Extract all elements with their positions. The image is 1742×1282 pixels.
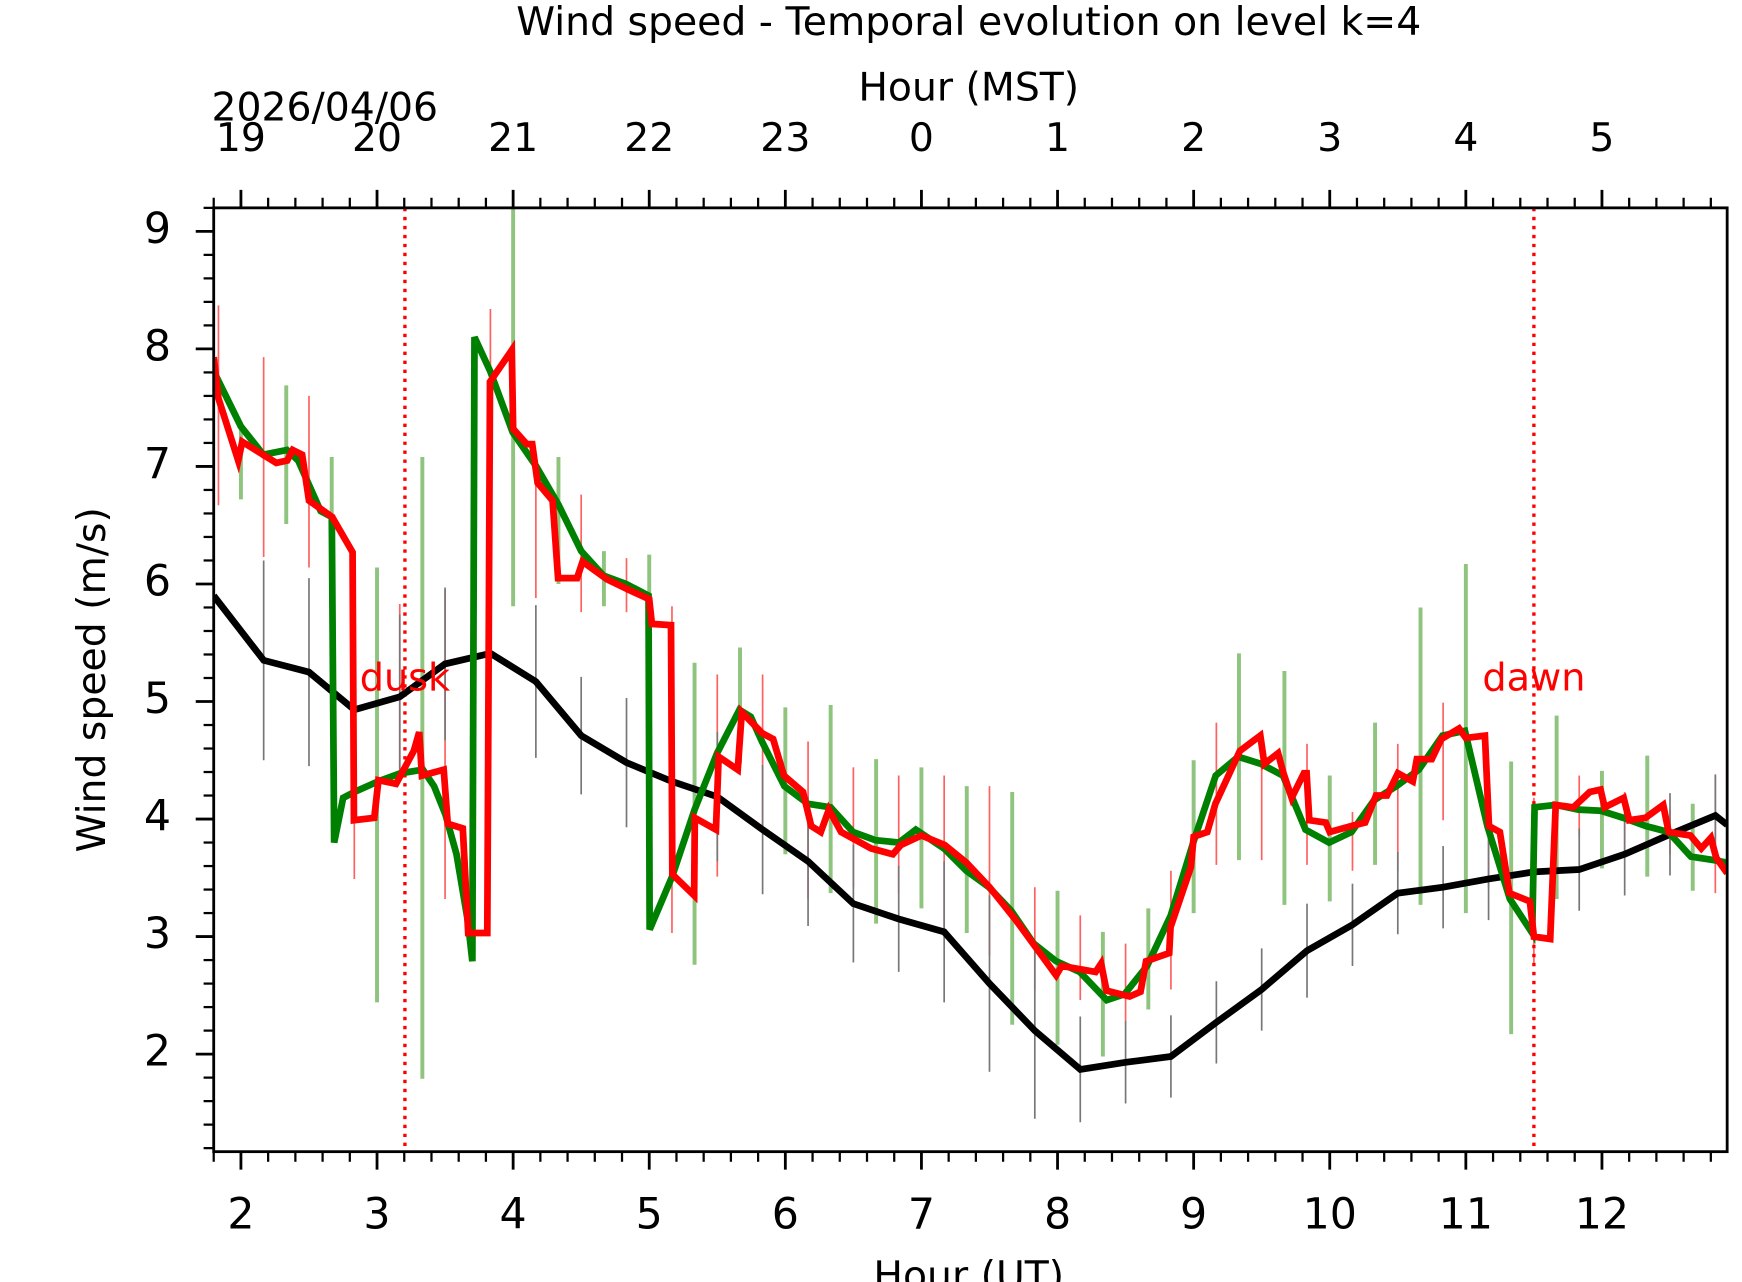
x2-tick-label: 1 — [1045, 116, 1070, 161]
x-tick-label: 8 — [1044, 1189, 1071, 1239]
event-label: dawn — [1482, 656, 1585, 700]
x2-tick-label: 21 — [488, 116, 538, 161]
x2-tick-label: 3 — [1317, 116, 1342, 161]
y-tick-label: 4 — [144, 792, 171, 842]
x2-tick-label: 5 — [1589, 116, 1614, 161]
x-tick-label: 10 — [1303, 1189, 1357, 1239]
series-line — [213, 335, 1728, 1004]
y-tick-label: 8 — [144, 321, 171, 371]
event-label: dusk — [360, 656, 450, 700]
x2-tick-label: 2 — [1181, 116, 1206, 161]
x-tick-label: 4 — [500, 1189, 527, 1239]
x2-tick-label: 22 — [624, 116, 674, 161]
series-line — [213, 339, 1728, 1001]
y-tick-label: 3 — [144, 909, 171, 959]
plot-frame — [212, 206, 1729, 1154]
x-tick-label: 12 — [1575, 1189, 1629, 1239]
x2-axis-label: Hour (MST) — [858, 65, 1079, 110]
x2-tick-label: 23 — [760, 116, 810, 161]
x-tick-label: 3 — [363, 1189, 390, 1239]
y-axis-label: Wind speed (m/s) — [70, 507, 115, 852]
x2-tick-label: 20 — [352, 116, 402, 161]
chart-title: Wind speed - Temporal evolution on level… — [516, 0, 1421, 45]
x-tick-label: 9 — [1180, 1189, 1207, 1239]
y-tick-label: 5 — [144, 674, 171, 724]
x-tick-label: 5 — [636, 1189, 663, 1239]
x-tick-label: 7 — [908, 1189, 935, 1239]
x-axis-label: Hour (UT) — [873, 1254, 1064, 1282]
x-tick-label: 6 — [772, 1189, 799, 1239]
x2-tick-label: 19 — [216, 116, 266, 161]
x-tick-label: 2 — [227, 1189, 254, 1239]
plot-area — [213, 207, 1728, 1152]
x2-tick-label: 4 — [1453, 116, 1478, 161]
date-label: 2026/04/06 — [211, 86, 438, 131]
y-tick-label: 6 — [144, 556, 171, 606]
x2-tick-label: 0 — [909, 116, 934, 161]
y-tick-label: 9 — [144, 204, 171, 254]
y-tick-label: 2 — [144, 1027, 171, 1077]
y-tick-label: 7 — [144, 439, 171, 489]
x-tick-label: 11 — [1439, 1189, 1493, 1239]
